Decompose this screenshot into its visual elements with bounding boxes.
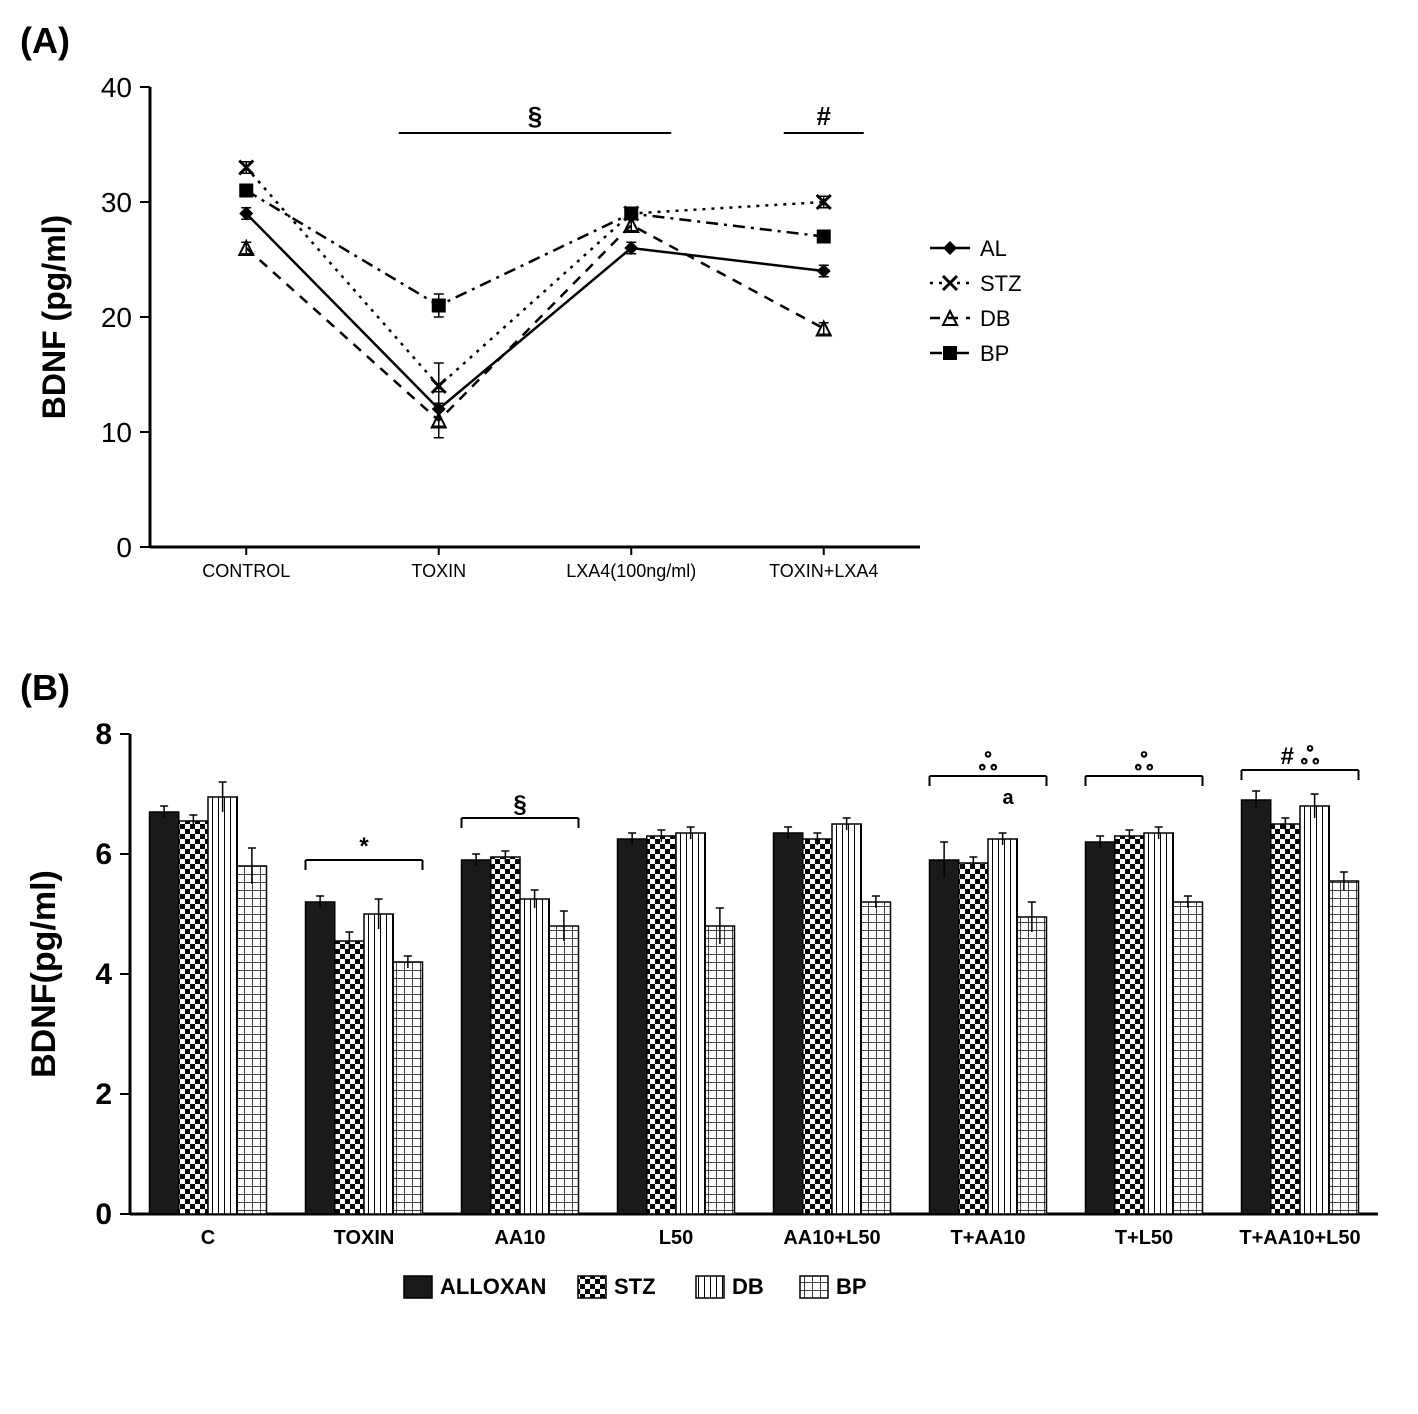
line-chart-a: 0 10 20 30 40 CONTROL TOXIN LXA4(100ng/ml) TOXIN… [20, 67, 1120, 627]
svg-text:BP: BP [836, 1274, 867, 1299]
svg-text:# ஃ: # ஃ [1281, 743, 1320, 770]
svg-text:CONTROL: CONTROL [202, 561, 290, 581]
svg-text:AA10: AA10 [494, 1227, 545, 1249]
svg-text:10: 10 [101, 417, 132, 448]
svg-text:AL: AL [980, 236, 1007, 261]
svg-text:#: # [817, 101, 832, 131]
svg-text:0: 0 [95, 1198, 112, 1231]
panel-a-label: (A) [20, 20, 1398, 62]
svg-text:DB: DB [732, 1274, 764, 1299]
svg-text:L50: L50 [659, 1227, 693, 1249]
svg-text:ஃ: ஃ [979, 749, 998, 776]
svg-text:T+AA10: T+AA10 [950, 1227, 1025, 1249]
svg-text:TOXIN: TOXIN [411, 561, 466, 581]
svg-text:ALLOXAN: ALLOXAN [440, 1274, 546, 1299]
svg-text:STZ: STZ [980, 271, 1022, 296]
svg-text:2: 2 [95, 1078, 112, 1111]
svg-text:6: 6 [95, 838, 112, 871]
svg-text:30: 30 [101, 187, 132, 218]
svg-text:ஃ: ஃ [1135, 749, 1154, 776]
svg-text:20: 20 [101, 302, 132, 333]
svg-text:BDNF(pg/ml): BDNF(pg/ml) [25, 870, 63, 1078]
svg-text:40: 40 [101, 72, 132, 103]
svg-text:*: * [359, 833, 369, 860]
svg-text:4: 4 [95, 958, 112, 991]
svg-text:8: 8 [95, 718, 112, 751]
panel-b: (B) 0 2 4 6 8 BDNF(pg/ml) C TOXIN AA10 L50 AA10+L5… [20, 667, 1398, 1354]
svg-text:STZ: STZ [614, 1274, 656, 1299]
bar-chart-b: 0 2 4 6 8 BDNF(pg/ml) C TOXIN AA10 L50 AA10+L50 T+A… [20, 714, 1398, 1354]
svg-text:TOXIN: TOXIN [334, 1227, 395, 1249]
svg-text:DB: DB [980, 306, 1011, 331]
svg-text:TOXIN+LXA4: TOXIN+LXA4 [769, 561, 878, 581]
svg-text:BDNF (pg/ml): BDNF (pg/ml) [36, 215, 72, 419]
svg-text:§: § [528, 101, 542, 131]
svg-text:AA10+L50: AA10+L50 [783, 1227, 880, 1249]
svg-text:T+L50: T+L50 [1115, 1227, 1173, 1249]
panel-b-label: (B) [20, 667, 1398, 709]
svg-text:BP: BP [980, 341, 1009, 366]
svg-text:C: C [201, 1227, 215, 1249]
svg-text:a: a [1002, 787, 1014, 809]
svg-text:LXA4(100ng/ml): LXA4(100ng/ml) [566, 561, 696, 581]
svg-text:§: § [513, 791, 526, 818]
svg-text:0: 0 [116, 532, 132, 563]
panel-a: (A) 0 10 20 30 40 CONTROL TOXIN LXA4(100ng/ml) T… [20, 20, 1398, 627]
svg-text:T+AA10+L50: T+AA10+L50 [1239, 1227, 1360, 1249]
